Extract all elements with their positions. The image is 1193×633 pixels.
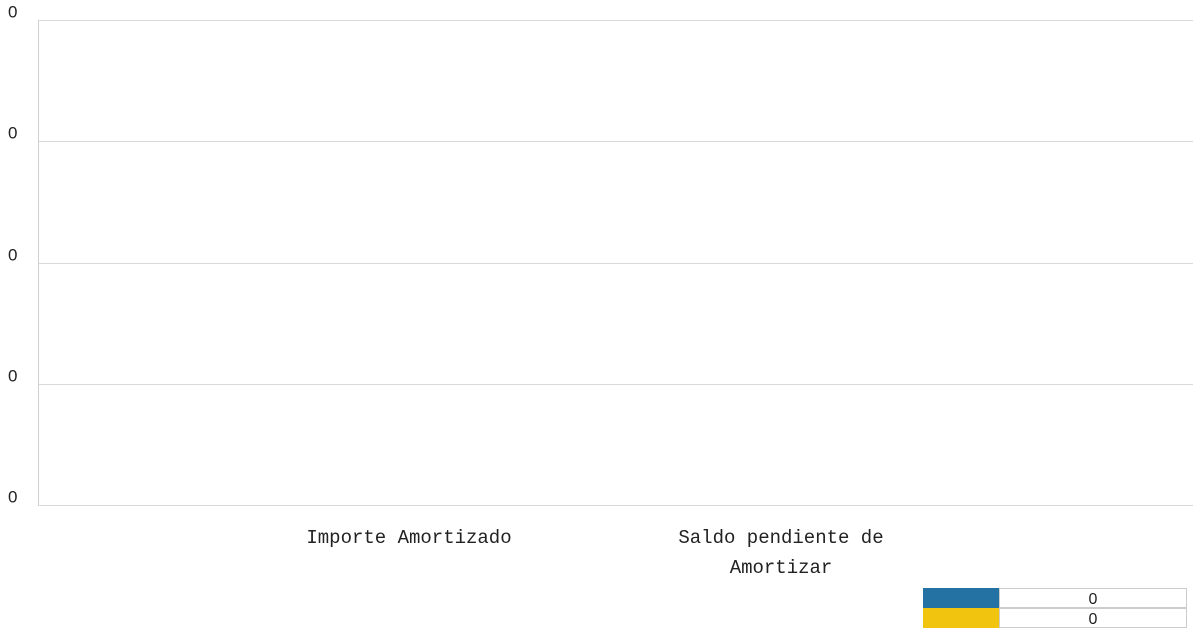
y-tick-label: 0 bbox=[8, 124, 17, 143]
legend-value: 0 bbox=[1089, 591, 1098, 608]
y-tick-label: 0 bbox=[8, 488, 17, 507]
y-tick-label: 0 bbox=[8, 3, 17, 22]
x-tick-label: Saldo pendiente de Amortizar bbox=[678, 527, 883, 579]
y-tick-label: 0 bbox=[8, 246, 17, 265]
legend-swatch bbox=[923, 608, 999, 628]
legend-cell bbox=[999, 608, 1187, 628]
y-tick-labels: 0 0 0 0 0 bbox=[8, 3, 17, 507]
legend-swatch bbox=[923, 588, 999, 608]
gridlines bbox=[38, 20, 1193, 506]
x-tick-label: Importe Amortizado bbox=[306, 527, 511, 549]
legend: 00 bbox=[923, 588, 1187, 628]
y-tick-label: 0 bbox=[8, 367, 17, 386]
legend-cell bbox=[999, 588, 1187, 608]
x-tick-labels: Importe Amortizado Saldo pendiente de Amor… bbox=[306, 527, 883, 579]
legend-value: 0 bbox=[1089, 611, 1098, 628]
